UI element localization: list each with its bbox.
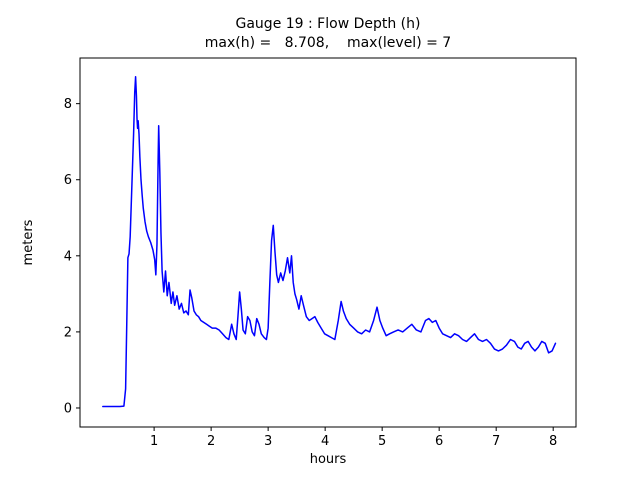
x-tick-label: 8 [549, 434, 557, 449]
x-tick-label: 2 [207, 434, 215, 449]
chart-title: Gauge 19 : Flow Depth (h) [235, 16, 421, 32]
x-tick-label: 7 [492, 434, 500, 449]
y-tick-label: 6 [64, 173, 72, 188]
chart-title-block: Gauge 19 : Flow Depth (h) max(h) = 8.708… [80, 15, 576, 53]
x-axis-label: hours [310, 452, 347, 467]
x-tick-label: 6 [435, 434, 443, 449]
x-tick-label: 5 [378, 434, 386, 449]
y-tick-label: 2 [64, 325, 72, 340]
flow-depth-line [102, 75, 557, 408]
chart-subtitle: max(h) = 8.708, max(level) = 7 [204, 35, 452, 51]
y-axis-label: meters [21, 219, 36, 265]
axes-frame [79, 57, 577, 428]
x-tick-label: 1 [150, 434, 158, 449]
x-tick-label: 4 [321, 434, 329, 449]
y-tick-label: 8 [64, 97, 72, 112]
x-tick-label: 3 [264, 434, 272, 449]
y-tick-label: 4 [64, 249, 72, 264]
y-tick-label: 0 [64, 401, 72, 416]
